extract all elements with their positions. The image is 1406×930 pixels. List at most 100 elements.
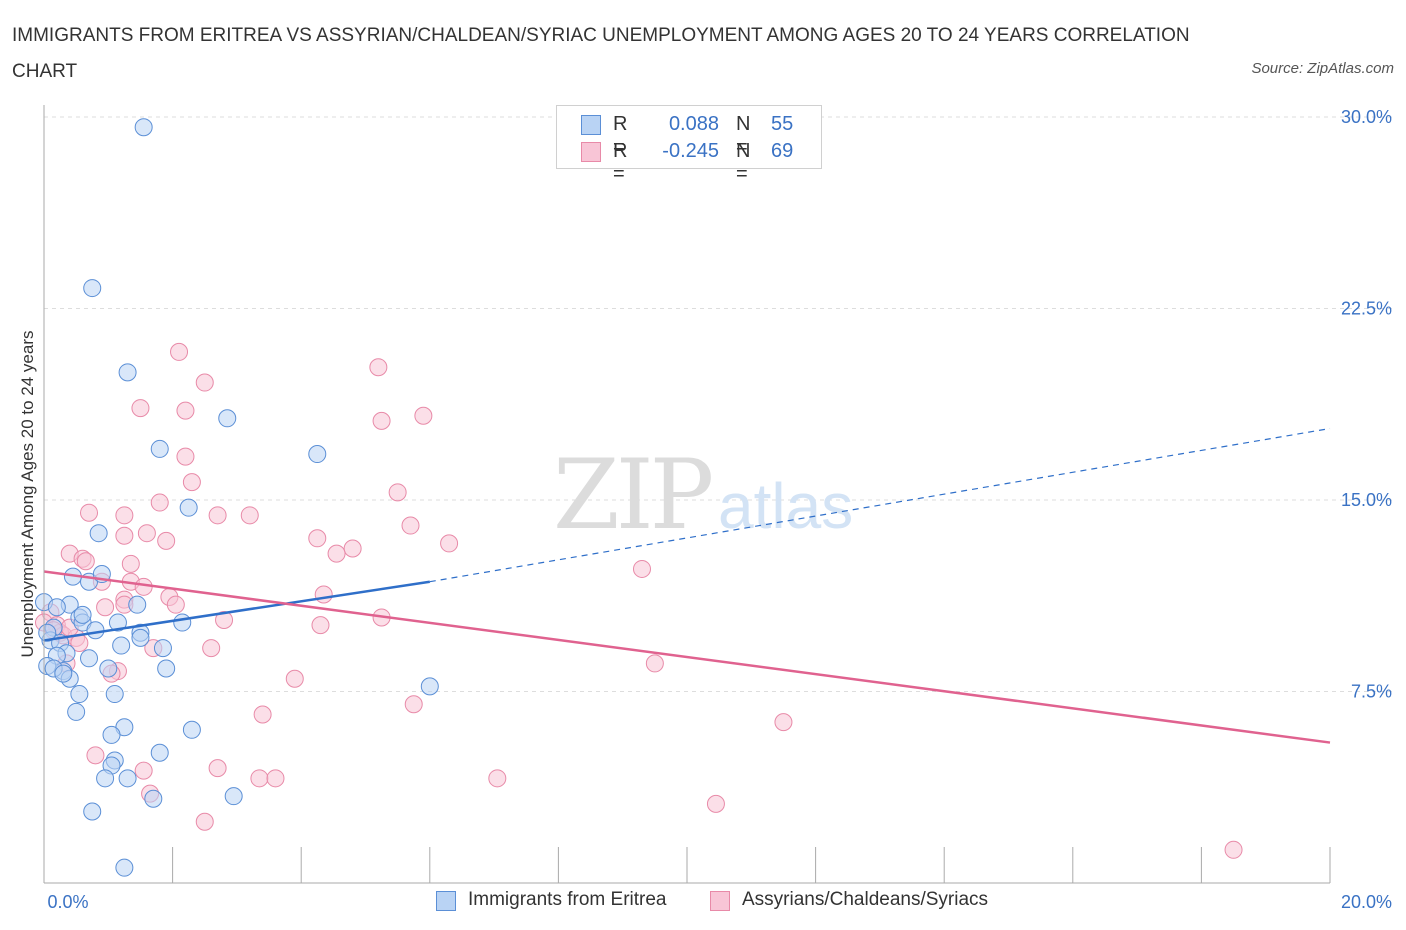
trendline-eritrea-extension bbox=[429, 427, 1331, 583]
data-point-eritrea bbox=[179, 498, 198, 517]
data-point-eritrea bbox=[153, 639, 172, 658]
data-point-assyrian bbox=[208, 506, 227, 525]
data-point-assyrian bbox=[250, 769, 269, 788]
data-point-eritrea bbox=[73, 605, 92, 624]
legend-r-label: R = bbox=[613, 113, 628, 158]
data-point-assyrian bbox=[176, 447, 195, 466]
legend-swatch-blue bbox=[581, 115, 601, 135]
legend-swatch-blue bbox=[436, 891, 456, 911]
y-tick-label: 7.5% bbox=[1351, 682, 1392, 702]
legend-n-label: N = bbox=[736, 113, 751, 158]
data-point-assyrian bbox=[195, 373, 214, 392]
data-point-eritrea bbox=[70, 685, 89, 704]
data-point-assyrian bbox=[176, 401, 195, 420]
data-point-eritrea bbox=[134, 118, 153, 137]
y-tick-label: 15.0% bbox=[1341, 490, 1392, 510]
legend-n-value: 55 bbox=[771, 113, 794, 135]
y-tick-label: 30.0% bbox=[1341, 107, 1392, 127]
data-point-assyrian bbox=[308, 529, 327, 548]
data-point-eritrea bbox=[420, 677, 439, 696]
data-point-eritrea bbox=[224, 787, 243, 806]
legend-r-value: -0.245 bbox=[662, 140, 719, 162]
data-point-assyrian bbox=[134, 761, 153, 780]
watermark-zip: ZIP bbox=[553, 439, 712, 551]
data-point-eritrea bbox=[308, 445, 327, 464]
data-point-assyrian bbox=[327, 544, 346, 563]
legend-n-label: N = bbox=[736, 140, 751, 185]
bottom-legend-label: Immigrants from Eritrea bbox=[468, 889, 667, 910]
data-point-eritrea bbox=[218, 409, 237, 428]
data-point-eritrea bbox=[118, 769, 137, 788]
data-point-assyrian bbox=[150, 493, 169, 512]
data-point-eritrea bbox=[118, 363, 137, 382]
data-point-assyrian bbox=[401, 516, 420, 535]
data-point-assyrian bbox=[253, 705, 272, 724]
data-point-eritrea bbox=[150, 439, 169, 458]
x-tick-label: 0.0% bbox=[47, 892, 88, 912]
legend-r-label: R = bbox=[613, 140, 628, 185]
data-point-assyrian bbox=[182, 473, 201, 492]
data-point-assyrian bbox=[86, 746, 105, 765]
data-point-eritrea bbox=[83, 279, 102, 298]
data-point-assyrian bbox=[137, 524, 156, 543]
data-point-eritrea bbox=[115, 858, 134, 877]
data-point-eritrea bbox=[96, 769, 115, 788]
data-point-eritrea bbox=[144, 789, 163, 808]
data-point-assyrian bbox=[121, 554, 140, 573]
data-point-assyrian bbox=[343, 539, 362, 558]
data-point-eritrea bbox=[102, 725, 121, 744]
data-point-assyrian bbox=[115, 526, 134, 545]
data-point-assyrian bbox=[166, 595, 185, 614]
data-point-assyrian bbox=[115, 506, 134, 525]
data-point-eritrea bbox=[83, 802, 102, 821]
data-point-assyrian bbox=[414, 406, 433, 425]
data-point-eritrea bbox=[89, 524, 108, 543]
data-point-eritrea bbox=[80, 649, 99, 668]
legend-r-value: 0.088 bbox=[668, 113, 719, 135]
data-point-assyrian bbox=[488, 769, 507, 788]
data-point-assyrian bbox=[632, 559, 651, 578]
data-point-assyrian bbox=[157, 531, 176, 550]
legend-swatch-pink bbox=[710, 891, 730, 911]
data-point-assyrian bbox=[404, 695, 423, 714]
data-point-assyrian bbox=[208, 759, 227, 778]
data-point-assyrian bbox=[372, 411, 391, 430]
data-point-assyrian bbox=[1224, 840, 1243, 859]
data-point-assyrian bbox=[76, 552, 95, 571]
data-point-assyrian bbox=[369, 358, 388, 377]
legend-n-value: 69 bbox=[771, 140, 794, 162]
data-point-assyrian bbox=[131, 399, 150, 418]
data-point-eritrea bbox=[105, 685, 124, 704]
legend-swatch-pink bbox=[581, 142, 601, 162]
trendline-assyrian bbox=[43, 570, 1331, 744]
watermark-atlas: atlas bbox=[718, 470, 853, 542]
data-point-assyrian bbox=[195, 812, 214, 831]
data-point-eritrea bbox=[86, 621, 105, 640]
data-point-eritrea bbox=[99, 659, 118, 678]
stats-legend: R = 0.088 N = 55 R = -0.245 N = 69 bbox=[556, 105, 822, 185]
data-point-eritrea bbox=[112, 636, 131, 655]
data-point-assyrian bbox=[314, 585, 333, 604]
data-point-eritrea bbox=[157, 659, 176, 678]
data-point-eritrea bbox=[67, 702, 86, 721]
bottom-legend-label: Assyrians/Chaldeans/Syriacs bbox=[742, 889, 989, 910]
data-point-assyrian bbox=[134, 577, 153, 596]
data-point-assyrian bbox=[240, 506, 259, 525]
data-point-eritrea bbox=[131, 628, 150, 647]
data-point-eritrea bbox=[182, 720, 201, 739]
data-point-eritrea bbox=[150, 743, 169, 762]
data-point-eritrea bbox=[128, 595, 147, 614]
data-point-assyrian bbox=[80, 503, 99, 522]
data-point-assyrian bbox=[202, 639, 221, 658]
data-point-assyrian bbox=[645, 654, 664, 673]
data-point-assyrian bbox=[170, 342, 189, 361]
data-point-assyrian bbox=[96, 598, 115, 617]
data-point-eritrea bbox=[108, 613, 127, 632]
data-point-assyrian bbox=[706, 794, 725, 813]
data-point-assyrian bbox=[774, 713, 793, 732]
chart-title: IMMIGRANTS FROM ERITREA VS ASSYRIAN/CHAL… bbox=[12, 25, 1190, 82]
data-point-assyrian bbox=[266, 769, 285, 788]
data-point-eritrea bbox=[54, 664, 73, 683]
data-point-assyrian bbox=[285, 669, 304, 688]
